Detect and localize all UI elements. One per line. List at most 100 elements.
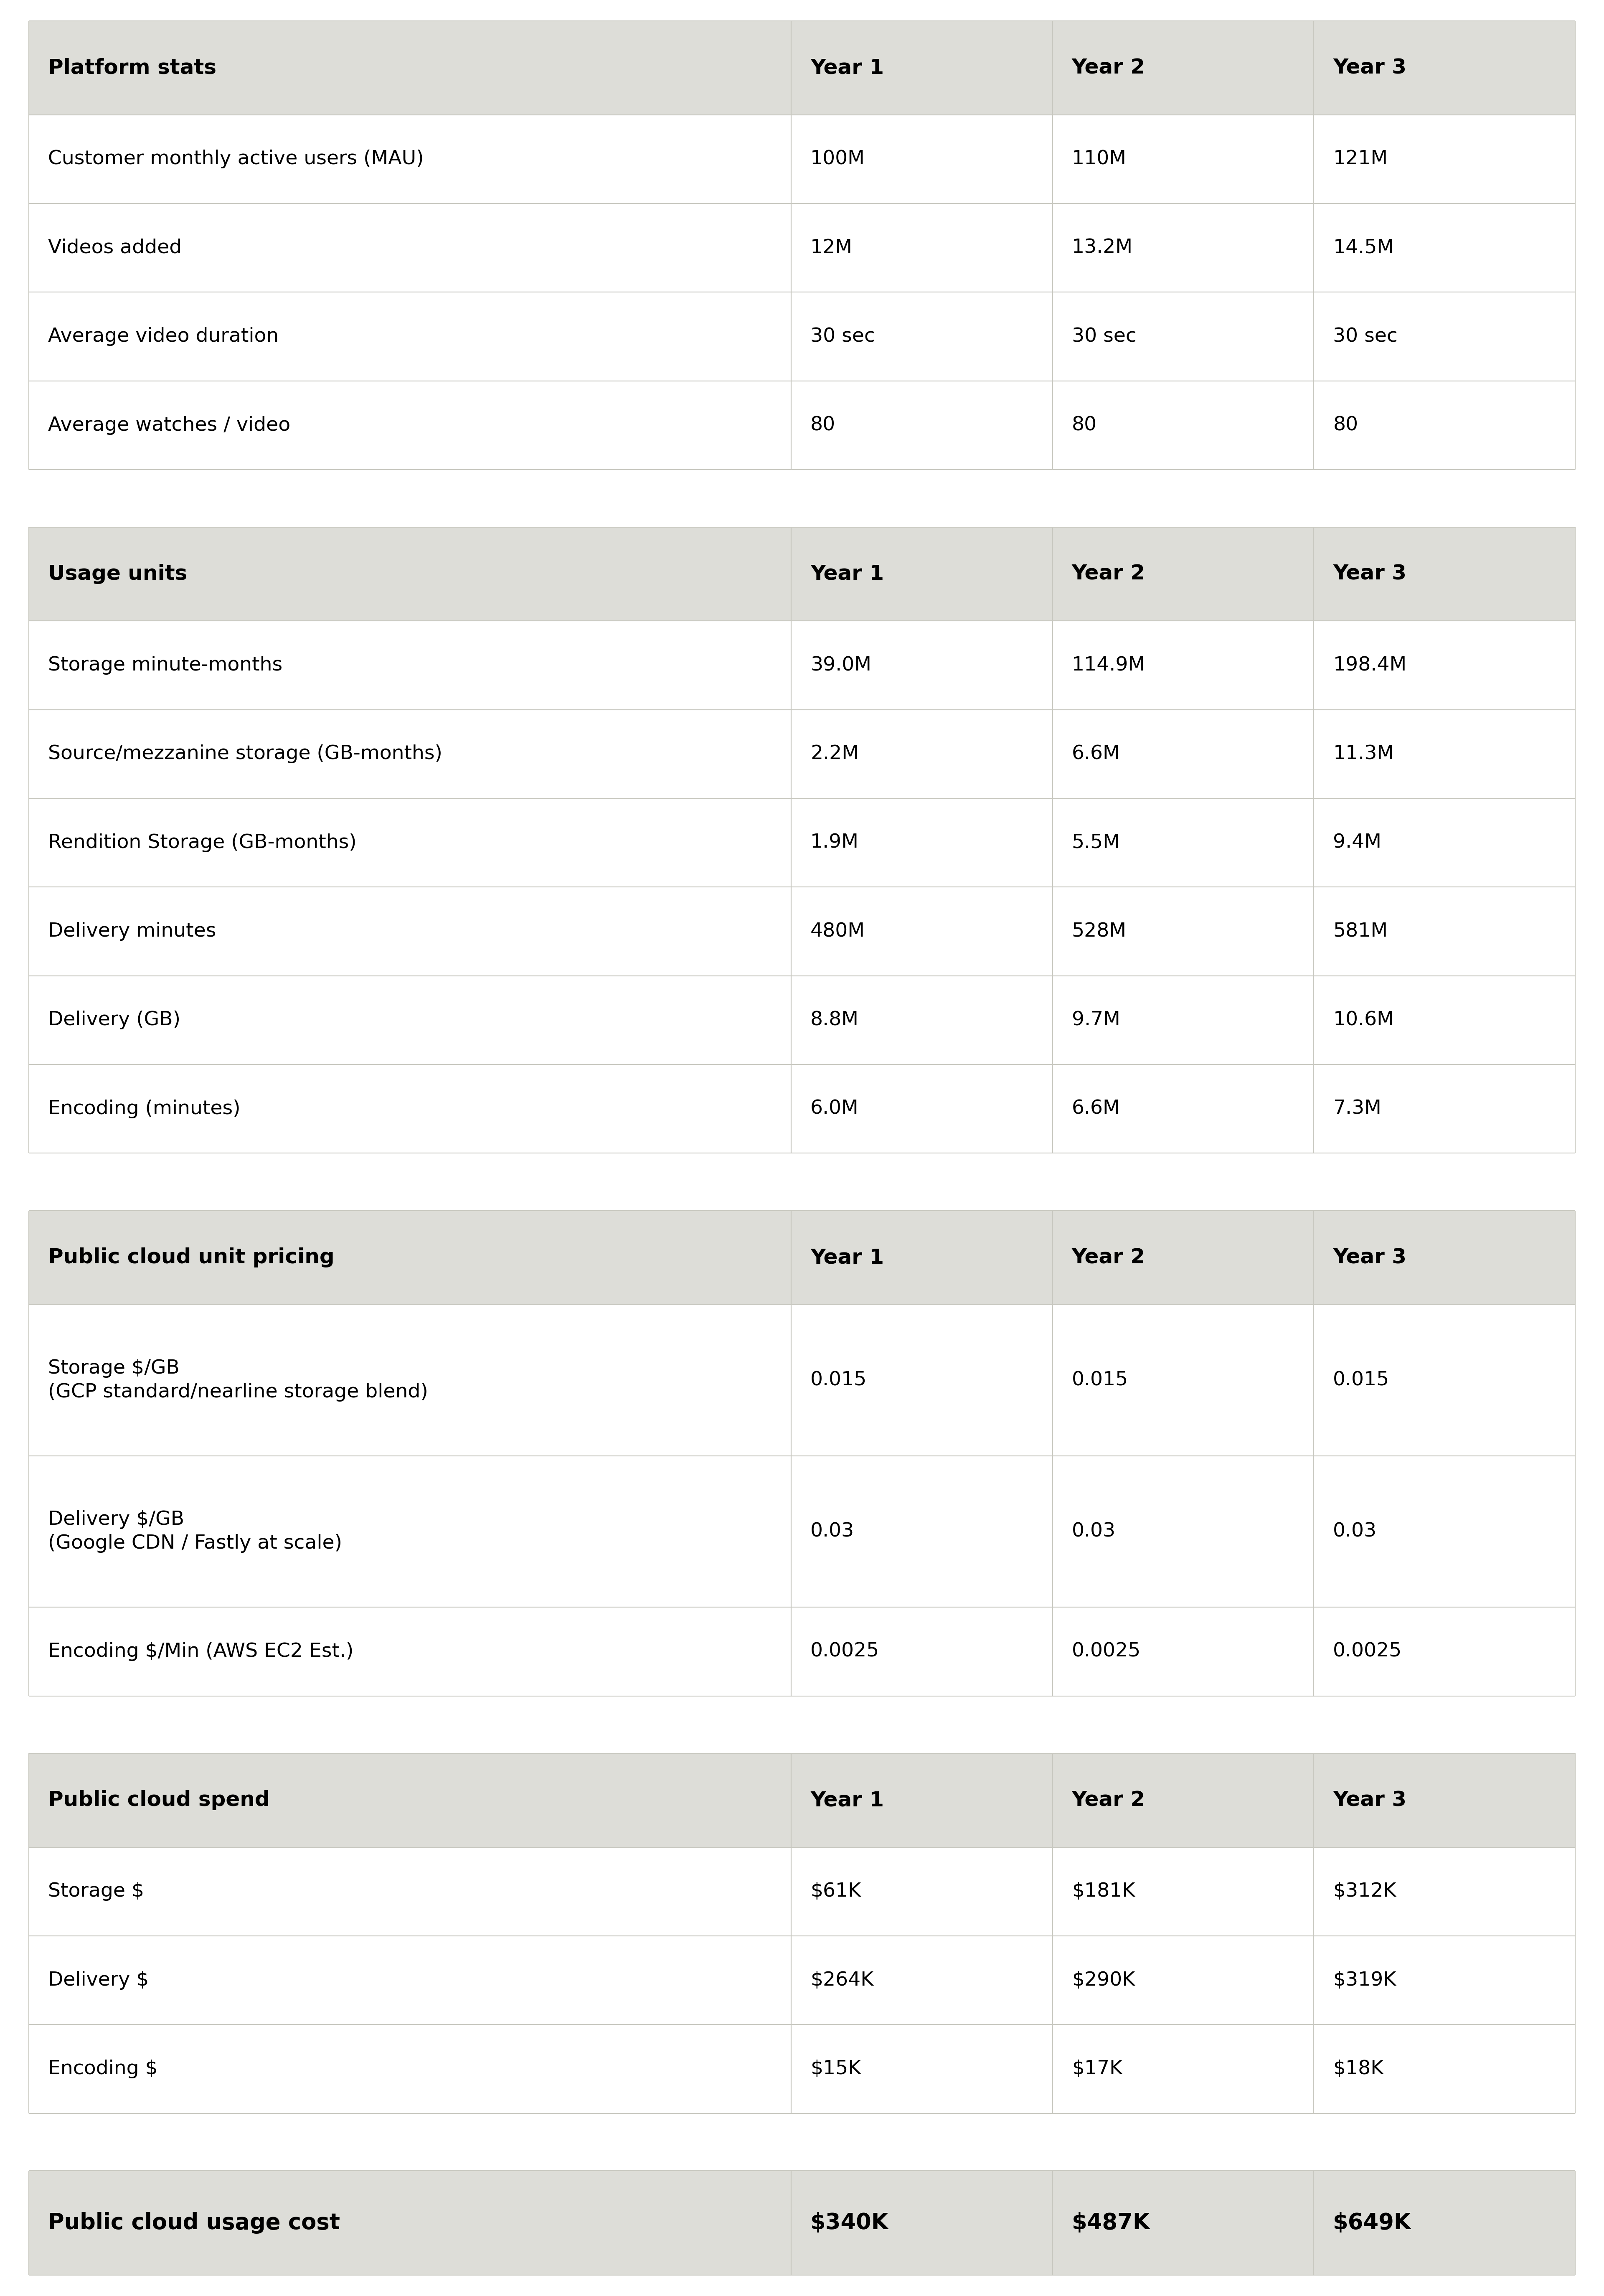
Text: Delivery minutes: Delivery minutes	[48, 923, 217, 941]
Bar	[1052, 1607, 1314, 1697]
Bar	[29, 115, 791, 204]
Bar	[29, 1754, 791, 1848]
Bar	[1314, 2025, 1575, 2112]
Text: Source/mezzanine storage (GB-months): Source/mezzanine storage (GB-months)	[48, 744, 443, 765]
Text: 0.0025: 0.0025	[810, 1642, 879, 1660]
Bar	[791, 115, 1052, 204]
Bar	[1052, 620, 1314, 709]
Bar	[1314, 2170, 1575, 2275]
Bar	[29, 1210, 791, 1304]
Bar	[1314, 1065, 1575, 1153]
Text: 0.015: 0.015	[810, 1371, 866, 1389]
Bar	[1314, 799, 1575, 886]
Text: Public cloud unit pricing: Public cloud unit pricing	[48, 1247, 335, 1267]
Text: 6.0M: 6.0M	[810, 1100, 858, 1118]
Text: 80: 80	[810, 416, 836, 434]
Text: Videos added: Videos added	[48, 239, 181, 257]
Text: Usage units: Usage units	[48, 565, 188, 583]
Bar	[1052, 709, 1314, 799]
Text: Year 3: Year 3	[1333, 1247, 1407, 1267]
Text: $290K: $290K	[1071, 1970, 1136, 1991]
Bar	[1314, 620, 1575, 709]
Text: Year 1: Year 1	[810, 1791, 884, 1809]
Bar	[1314, 1456, 1575, 1607]
Bar	[1052, 1210, 1314, 1304]
Text: $18K: $18K	[1333, 2060, 1384, 2078]
Bar	[29, 21, 791, 115]
Text: 0.0025: 0.0025	[1333, 1642, 1402, 1660]
Bar	[1314, 21, 1575, 115]
Text: Encoding $: Encoding $	[48, 2060, 157, 2078]
Text: Platform stats: Platform stats	[48, 57, 217, 78]
Text: 581M: 581M	[1333, 923, 1387, 941]
Bar	[29, 709, 791, 799]
Bar	[29, 1936, 791, 2025]
Text: 30 sec: 30 sec	[1333, 326, 1397, 347]
Bar	[29, 620, 791, 709]
Bar	[1314, 381, 1575, 471]
Bar	[1052, 799, 1314, 886]
Text: Year 1: Year 1	[810, 1247, 884, 1267]
Text: 6.6M: 6.6M	[1071, 1100, 1120, 1118]
Bar	[1314, 886, 1575, 976]
Text: 114.9M: 114.9M	[1071, 657, 1145, 675]
Bar	[1052, 2025, 1314, 2112]
Bar	[791, 2025, 1052, 2112]
Bar	[1314, 1607, 1575, 1697]
Bar	[1314, 1848, 1575, 1936]
Text: 12M: 12M	[810, 239, 853, 257]
Text: Year 2: Year 2	[1071, 1791, 1145, 1809]
Bar	[1052, 976, 1314, 1065]
Text: Encoding (minutes): Encoding (minutes)	[48, 1100, 241, 1118]
Text: $649K: $649K	[1333, 2211, 1412, 2234]
Text: $61K: $61K	[810, 1883, 861, 1901]
Text: Customer monthly active users (MAU): Customer monthly active users (MAU)	[48, 149, 423, 168]
Bar	[791, 799, 1052, 886]
Text: Rendition Storage (GB-months): Rendition Storage (GB-months)	[48, 833, 356, 852]
Text: 80: 80	[1333, 416, 1359, 434]
Text: $319K: $319K	[1333, 1970, 1397, 1991]
Bar	[1052, 1456, 1314, 1607]
Text: $17K: $17K	[1071, 2060, 1123, 2078]
Bar	[791, 381, 1052, 471]
Text: 0.03: 0.03	[810, 1522, 855, 1541]
Bar	[1052, 204, 1314, 292]
Text: $15K: $15K	[810, 2060, 861, 2078]
Bar	[1052, 2170, 1314, 2275]
Bar	[29, 799, 791, 886]
Bar	[791, 2170, 1052, 2275]
Text: 10.6M: 10.6M	[1333, 1010, 1394, 1029]
Text: Public cloud usage cost: Public cloud usage cost	[48, 2211, 340, 2234]
Text: 30 sec: 30 sec	[1071, 326, 1137, 347]
Text: Year 1: Year 1	[810, 57, 884, 78]
Text: Public cloud spend: Public cloud spend	[48, 1791, 269, 1809]
Bar	[1314, 115, 1575, 204]
Bar	[791, 1754, 1052, 1848]
Text: 2.2M: 2.2M	[810, 744, 858, 765]
Bar	[1052, 1304, 1314, 1456]
Text: Year 2: Year 2	[1071, 1247, 1145, 1267]
Bar	[791, 21, 1052, 115]
Text: 9.4M: 9.4M	[1333, 833, 1381, 852]
Bar	[791, 976, 1052, 1065]
Bar	[29, 1456, 791, 1607]
Text: 7.3M: 7.3M	[1333, 1100, 1381, 1118]
Bar	[791, 292, 1052, 381]
Text: 198.4M: 198.4M	[1333, 657, 1407, 675]
Bar	[1052, 292, 1314, 381]
Text: 480M: 480M	[810, 923, 865, 941]
Text: Year 2: Year 2	[1071, 565, 1145, 583]
Text: Delivery (GB): Delivery (GB)	[48, 1010, 181, 1029]
Bar	[791, 1936, 1052, 2025]
Text: Delivery $: Delivery $	[48, 1970, 149, 1991]
Text: Year 1: Year 1	[810, 565, 884, 583]
Bar	[1052, 21, 1314, 115]
Text: 0.015: 0.015	[1333, 1371, 1389, 1389]
Text: 0.015: 0.015	[1071, 1371, 1128, 1389]
Text: $181K: $181K	[1071, 1883, 1136, 1901]
Bar	[29, 976, 791, 1065]
Text: 0.0025: 0.0025	[1071, 1642, 1140, 1660]
Bar	[29, 1304, 791, 1456]
Bar	[791, 1607, 1052, 1697]
Text: 9.7M: 9.7M	[1071, 1010, 1120, 1029]
